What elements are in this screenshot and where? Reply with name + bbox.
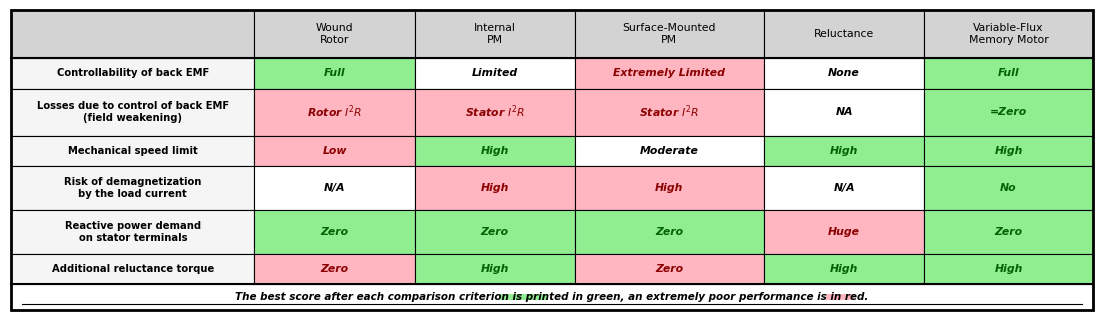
Bar [415, 166, 575, 210]
Text: Reactive power demand
on stator terminals: Reactive power demand on stator terminal… [65, 221, 201, 243]
Text: No: No [1000, 183, 1017, 193]
Bar [11, 10, 254, 58]
Bar [415, 254, 575, 284]
Text: Low: Low [322, 146, 347, 156]
Text: Zero: Zero [480, 227, 509, 237]
Text: Zero: Zero [320, 264, 349, 274]
Bar [11, 136, 254, 166]
Text: Reluctance: Reluctance [814, 29, 874, 39]
Bar [575, 166, 764, 210]
Bar [254, 136, 415, 166]
Text: High: High [995, 146, 1022, 156]
Text: Losses due to control of back EMF
(field weakening): Losses due to control of back EMF (field… [36, 101, 229, 123]
Bar [11, 166, 254, 210]
Bar [575, 89, 764, 136]
Text: High: High [480, 264, 509, 274]
Bar [764, 254, 924, 284]
Bar [11, 254, 254, 284]
Bar [764, 210, 924, 254]
Bar [924, 89, 1093, 136]
Bar [11, 58, 254, 89]
Bar [11, 284, 1093, 310]
Bar [11, 89, 254, 136]
Bar [924, 10, 1093, 58]
Bar [254, 10, 415, 58]
Bar [764, 10, 924, 58]
Bar [764, 89, 924, 136]
Bar [254, 210, 415, 254]
Text: N/A: N/A [834, 183, 854, 193]
Bar [415, 10, 575, 58]
Bar [11, 210, 254, 254]
Bar [575, 10, 764, 58]
Bar [826, 294, 854, 300]
Bar [499, 294, 548, 300]
Text: Zero: Zero [656, 264, 683, 274]
Text: Zero: Zero [320, 227, 349, 237]
Bar [254, 254, 415, 284]
Text: Zero: Zero [656, 227, 683, 237]
Bar [415, 89, 575, 136]
Bar [575, 136, 764, 166]
Text: High: High [655, 183, 683, 193]
Text: =Zero: =Zero [990, 107, 1027, 117]
Text: Mechanical speed limit: Mechanical speed limit [67, 146, 198, 156]
Bar [924, 166, 1093, 210]
Text: High: High [995, 264, 1022, 274]
Text: Huge: Huge [828, 227, 860, 237]
Text: Internal
PM: Internal PM [474, 23, 516, 45]
Bar [415, 210, 575, 254]
Text: Zero: Zero [995, 227, 1022, 237]
Text: Moderate: Moderate [640, 146, 699, 156]
Bar [254, 166, 415, 210]
Bar [924, 210, 1093, 254]
Bar [254, 89, 415, 136]
Bar [764, 136, 924, 166]
Bar [575, 254, 764, 284]
Text: Surface-Mounted
PM: Surface-Mounted PM [623, 23, 716, 45]
Bar [924, 136, 1093, 166]
Bar [575, 210, 764, 254]
Text: Controllability of back EMF: Controllability of back EMF [56, 68, 209, 78]
Bar [764, 166, 924, 210]
Bar [415, 58, 575, 89]
Text: N/A: N/A [323, 183, 346, 193]
Text: Wound
Rotor: Wound Rotor [316, 23, 353, 45]
Text: None: None [828, 68, 860, 78]
Bar [924, 254, 1093, 284]
Text: High: High [830, 146, 858, 156]
Text: The best score after each comparison criterion is printed in green, an extremely: The best score after each comparison cri… [235, 292, 869, 302]
Text: Stator $I^2R$: Stator $I^2R$ [639, 104, 699, 120]
Text: High: High [480, 146, 509, 156]
Text: Risk of demagnetization
by the load current: Risk of demagnetization by the load curr… [64, 177, 201, 199]
Bar [415, 136, 575, 166]
Text: Rotor $I^2R$: Rotor $I^2R$ [307, 104, 362, 120]
Text: Limited: Limited [471, 68, 518, 78]
Text: NA: NA [836, 107, 853, 117]
Text: Extremely Limited: Extremely Limited [614, 68, 725, 78]
Text: Full: Full [323, 68, 346, 78]
Text: Full: Full [998, 68, 1019, 78]
Text: High: High [480, 183, 509, 193]
Bar [924, 58, 1093, 89]
Text: Additional reluctance torque: Additional reluctance torque [52, 264, 214, 274]
Bar [764, 58, 924, 89]
Text: Stator $I^2R$: Stator $I^2R$ [465, 104, 524, 120]
Bar [254, 58, 415, 89]
Text: High: High [830, 264, 858, 274]
Bar [575, 58, 764, 89]
Text: Variable-Flux
Memory Motor: Variable-Flux Memory Motor [968, 23, 1049, 45]
